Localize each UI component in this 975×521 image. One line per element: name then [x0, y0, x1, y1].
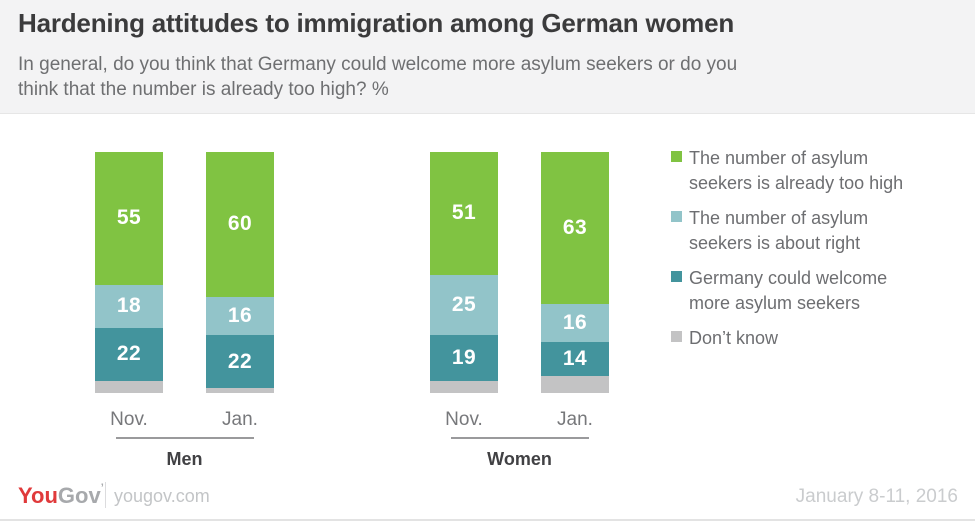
segment-value-label: 18 [116, 294, 142, 318]
legend-label: Don’t know [689, 326, 778, 351]
segment-value-label: 16 [562, 311, 588, 335]
group-label-men: Men [166, 449, 203, 469]
bar-segment-welcome_more: 22 [95, 327, 163, 381]
segment-value-label: 19 [451, 346, 477, 370]
legend-swatch-dont-know [671, 331, 682, 342]
legend-label-line: The number of asylum [689, 208, 869, 228]
legend-label: Germany could welcome more asylum seeker… [689, 266, 887, 316]
bar-men-nov: 55 18 22 [95, 152, 163, 393]
group-underline-men [115, 437, 254, 439]
bar-women-jan: 63 16 14 [541, 152, 609, 393]
bar-men-jan: 60 16 22 [206, 152, 274, 393]
bar-segment-about_right: 16 [541, 303, 609, 343]
legend-swatch-about-right [671, 211, 682, 222]
legend-label-line: Don’t know [689, 328, 779, 348]
legend-item-too-high: The number of asylum seekers is already … [671, 146, 971, 196]
segment-value-label: 22 [227, 349, 253, 373]
yougov-site-link[interactable]: yougov.com [114, 486, 210, 506]
bar-segment-too_high: 60 [206, 152, 274, 297]
yougov-logo: YouGov’ [18, 483, 104, 509]
bar-segment-about_right: 16 [206, 296, 274, 336]
segment-value-label: 22 [116, 342, 142, 366]
segment-value-label: 51 [451, 201, 477, 225]
bar-segment-too_high: 55 [95, 152, 163, 285]
legend-item-dont-know: Don’t know [671, 326, 971, 351]
bar-segment-welcome_more: 22 [206, 335, 274, 389]
bar-segment-too_high: 63 [541, 152, 609, 304]
axis-label-jan: Jan. [557, 409, 593, 430]
bar-segment-dont_know [430, 380, 498, 393]
legend-label-line: The number of asylum [689, 148, 869, 168]
page-title: Hardening attitudes to immigration among… [18, 8, 735, 38]
legend-label-line: seekers is already too high [689, 173, 904, 193]
segment-value-label: 14 [562, 347, 588, 371]
segment-value-label: 16 [227, 303, 253, 327]
legend-label: The number of asylum seekers is already … [689, 146, 903, 196]
axis-label-jan: Jan. [222, 409, 258, 430]
bar-segment-welcome_more: 14 [541, 342, 609, 377]
bar-segment-dont_know [541, 376, 609, 393]
bar-segment-welcome_more: 19 [430, 335, 498, 381]
axis-label-nov: Nov. [445, 409, 483, 430]
question-subtitle: In general, do you think that Germany co… [18, 54, 738, 100]
logo-you: You [18, 483, 58, 508]
footer-divider [105, 482, 106, 508]
legend-label: The number of asylum seekers is about ri… [689, 206, 868, 256]
segment-value-label: 55 [116, 206, 142, 230]
legend-item-welcome-more: Germany could welcome more asylum seeker… [671, 266, 971, 316]
bar-segment-dont_know [206, 388, 274, 393]
segment-value-label: 63 [562, 215, 588, 239]
header: Hardening attitudes to immigration among… [0, 0, 975, 114]
bottom-border [0, 519, 975, 521]
bar-women-nov: 51 25 19 [430, 152, 498, 393]
logo-gov: Gov [57, 483, 101, 508]
legend: The number of asylum seekers is already … [671, 146, 971, 351]
legend-label-line: more asylum seekers [689, 293, 861, 313]
segment-value-label: 60 [227, 212, 253, 236]
logo-mark-icon: ’ [100, 482, 104, 494]
legend-swatch-welcome-more [671, 271, 682, 282]
legend-label-line: Germany could welcome [689, 268, 888, 288]
legend-swatch-too-high [671, 151, 682, 162]
bar-segment-dont_know [95, 380, 163, 393]
bar-segment-too_high: 51 [430, 152, 498, 275]
legend-label-line: seekers is about right [689, 233, 861, 253]
bar-segment-about_right: 18 [95, 284, 163, 328]
bar-segment-about_right: 25 [430, 274, 498, 336]
fieldwork-date: January 8-11, 2016 [795, 486, 958, 507]
group-label-women: Women [487, 449, 552, 469]
axis-label-nov: Nov. [110, 409, 148, 430]
legend-item-about-right: The number of asylum seekers is about ri… [671, 206, 971, 256]
segment-value-label: 25 [451, 293, 477, 317]
group-underline-women [450, 437, 589, 439]
